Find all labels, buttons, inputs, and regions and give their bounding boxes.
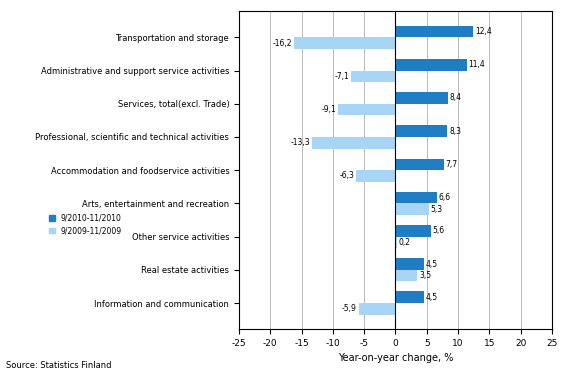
Text: 0,2: 0,2 — [398, 238, 411, 247]
Text: 5,3: 5,3 — [431, 205, 443, 214]
Text: 4,5: 4,5 — [426, 293, 438, 302]
Bar — [395, 270, 417, 282]
X-axis label: Year-on-year change, %: Year-on-year change, % — [338, 353, 453, 364]
Legend: 9/2010-11/2010, 9/2009-11/2009: 9/2010-11/2010, 9/2009-11/2009 — [49, 213, 122, 235]
Bar — [356, 170, 395, 182]
Text: -16,2: -16,2 — [273, 39, 292, 47]
Text: 4,5: 4,5 — [426, 260, 438, 269]
Text: -13,3: -13,3 — [291, 138, 310, 147]
Text: -7,1: -7,1 — [335, 72, 349, 81]
Bar — [395, 258, 423, 270]
Bar — [395, 291, 423, 303]
Bar — [395, 92, 448, 104]
Text: 8,4: 8,4 — [450, 94, 462, 102]
Text: -5,9: -5,9 — [342, 304, 357, 313]
Bar — [351, 71, 395, 82]
Bar — [358, 303, 395, 315]
Bar — [339, 104, 395, 115]
Bar — [395, 159, 444, 170]
Text: Source: Statistics Finland: Source: Statistics Finland — [6, 361, 111, 370]
Bar — [294, 37, 395, 49]
Text: 7,7: 7,7 — [446, 160, 457, 169]
Text: -6,3: -6,3 — [339, 172, 354, 181]
Bar — [395, 59, 467, 71]
Text: 6,6: 6,6 — [439, 193, 451, 202]
Text: 12,4: 12,4 — [475, 27, 492, 36]
Bar — [395, 237, 397, 248]
Bar — [395, 225, 431, 237]
Text: 3,5: 3,5 — [419, 271, 431, 280]
Text: -9,1: -9,1 — [322, 105, 337, 114]
Bar — [395, 26, 473, 37]
Bar — [395, 125, 447, 137]
Text: 8,3: 8,3 — [450, 127, 461, 136]
Bar — [312, 137, 395, 148]
Bar — [395, 192, 437, 203]
Text: 5,6: 5,6 — [432, 226, 444, 235]
Bar — [395, 203, 428, 215]
Text: 11,4: 11,4 — [469, 60, 485, 69]
